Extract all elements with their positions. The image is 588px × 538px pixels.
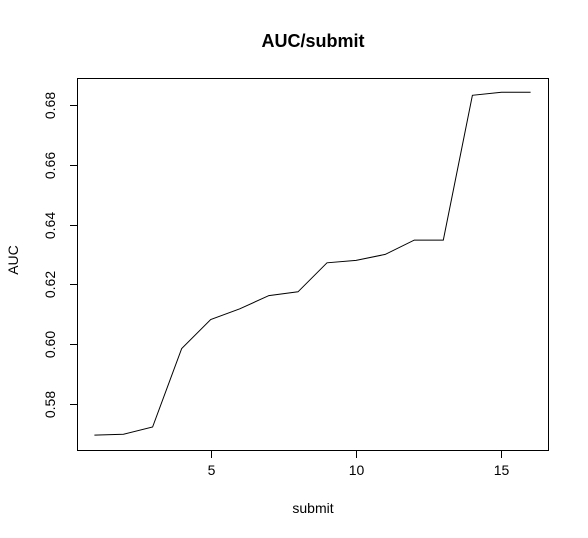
y-tick-label: 0.58 xyxy=(42,391,58,418)
y-tick-label: 0.68 xyxy=(42,92,58,119)
series-group xyxy=(94,91,531,436)
x-tick-label: 5 xyxy=(208,462,216,478)
y-tick-label: 0.64 xyxy=(42,212,58,239)
y-tick-label: 0.66 xyxy=(42,152,58,179)
y-axis: 0.58 0.60 0.62 0.64 0.66 0.68 xyxy=(42,92,78,418)
y-axis-label: AUC xyxy=(5,245,21,275)
y-tick-label: 0.60 xyxy=(42,331,58,358)
y-tick-label: 0.62 xyxy=(42,271,58,298)
x-axis: 5 10 15 xyxy=(208,450,510,478)
x-tick-label: 15 xyxy=(494,462,510,478)
x-axis-label: submit xyxy=(292,500,333,516)
plot-area xyxy=(77,78,549,451)
series-line xyxy=(94,91,531,436)
chart-title: AUC/submit xyxy=(262,31,365,51)
x-tick-label: 10 xyxy=(349,462,365,478)
